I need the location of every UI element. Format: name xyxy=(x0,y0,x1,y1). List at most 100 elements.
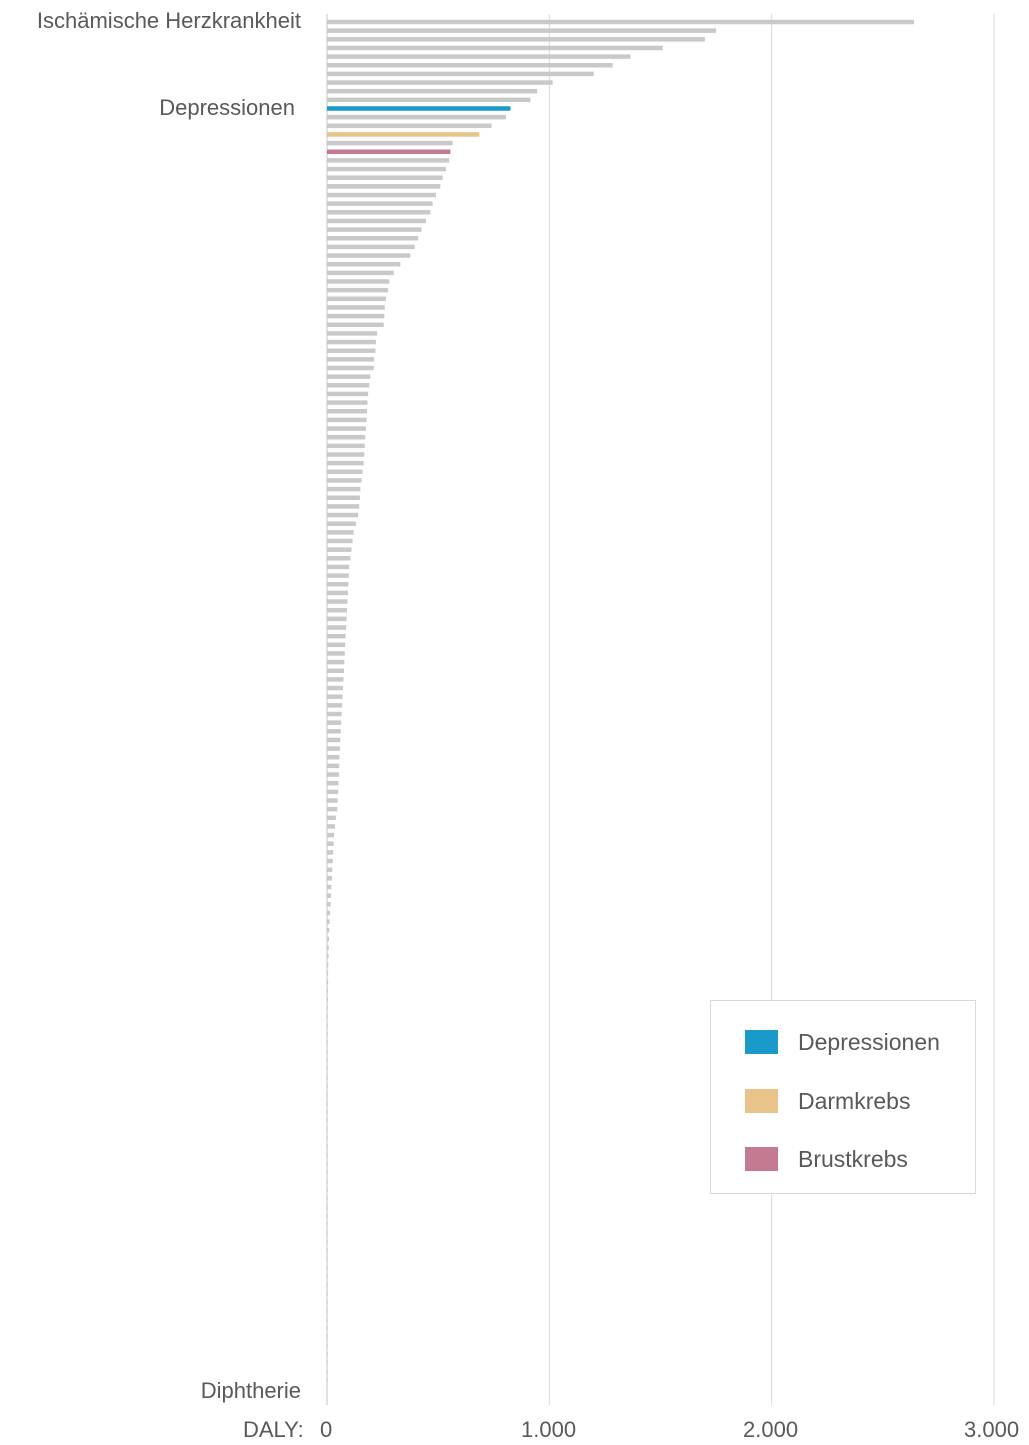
bar-53 xyxy=(327,478,362,483)
bar-147 xyxy=(327,1291,328,1296)
bar-14 xyxy=(327,140,453,146)
bar-128 xyxy=(327,1126,328,1132)
bar-73 xyxy=(327,651,345,656)
bar-130 xyxy=(327,1144,328,1149)
bar-38 xyxy=(327,348,376,353)
bar-123 xyxy=(327,1083,328,1089)
bar-35 xyxy=(327,322,384,327)
bar-107 xyxy=(327,945,329,950)
bar-54 xyxy=(327,486,361,492)
bar-37 xyxy=(327,339,376,345)
legend-label-depressionen: Depressionen xyxy=(798,1028,940,1055)
bar-5 xyxy=(327,63,613,68)
x-axis-title: DALY: xyxy=(243,1417,304,1442)
bar-70 xyxy=(327,625,347,630)
bar-82 xyxy=(327,729,341,734)
bar-65 xyxy=(327,582,349,587)
bar-66 xyxy=(327,590,348,596)
bar-9 xyxy=(327,97,531,103)
legend-item-depressionen: Depressionen xyxy=(745,1027,940,1057)
bar-31 xyxy=(327,287,389,293)
bar-49 xyxy=(327,443,365,449)
bar-98 xyxy=(327,867,333,872)
bar-40 xyxy=(327,365,374,371)
bar-108 xyxy=(327,953,329,959)
bar-92 xyxy=(327,815,336,821)
bar-95 xyxy=(327,841,334,846)
bar-58 xyxy=(327,521,356,526)
bar-18 xyxy=(327,175,443,180)
bar-146 xyxy=(327,1282,328,1288)
bar-64 xyxy=(327,573,349,578)
legend-label-brustkrebs: Brustkrebs xyxy=(798,1145,908,1172)
bars xyxy=(327,19,914,1383)
bar-140 xyxy=(327,1230,328,1236)
bar-20 xyxy=(327,192,436,198)
legend-label-darmkrebs: Darmkrebs xyxy=(798,1087,911,1114)
bar-143 xyxy=(327,1256,328,1262)
bar-45 xyxy=(327,409,368,414)
bar-115 xyxy=(327,1014,328,1019)
bar-113 xyxy=(327,997,328,1002)
bar-11 xyxy=(327,114,506,120)
bar-41 xyxy=(327,374,371,379)
bar-24 xyxy=(327,227,422,232)
bar-22 xyxy=(327,210,431,215)
bar-59 xyxy=(327,530,354,535)
bar-94 xyxy=(327,832,335,838)
x-tick-label-0: 0 xyxy=(320,1417,333,1442)
bar-42 xyxy=(327,383,370,388)
bar-71 xyxy=(327,633,346,639)
bar-3 xyxy=(327,45,663,51)
x-tick-label-1000: 1.000 xyxy=(521,1417,577,1442)
bar-6 xyxy=(327,71,594,77)
bar-88 xyxy=(327,780,339,786)
bar-63 xyxy=(327,564,350,570)
bar-112 xyxy=(327,988,328,994)
bar-2 xyxy=(327,37,705,42)
bar-145 xyxy=(327,1274,328,1279)
bar-4 xyxy=(327,54,631,59)
bar-127 xyxy=(327,1118,328,1123)
bar-124 xyxy=(327,1092,328,1097)
bar-154 xyxy=(327,1351,328,1357)
bar-120 xyxy=(327,1057,328,1063)
legend-swatch-brustkrebs xyxy=(745,1147,778,1171)
bar-116 xyxy=(327,1023,328,1028)
bar-132 xyxy=(327,1161,328,1167)
bar-52 xyxy=(327,469,363,475)
bar-brustkrebs xyxy=(327,149,451,154)
bar-122 xyxy=(327,1075,328,1080)
bar-46 xyxy=(327,417,367,423)
bar-109 xyxy=(327,962,329,968)
bar-68 xyxy=(327,607,348,613)
bar-125 xyxy=(327,1101,328,1106)
bar-129 xyxy=(327,1135,328,1141)
bar-101 xyxy=(327,893,332,898)
bar-28 xyxy=(327,261,401,267)
bar-23 xyxy=(327,218,426,224)
bar-90 xyxy=(327,798,338,803)
bar-134 xyxy=(327,1178,328,1184)
category-label-last: Diphtherie xyxy=(200,1378,301,1403)
bar-62 xyxy=(327,556,351,561)
bar-7 xyxy=(327,80,553,85)
bar-17 xyxy=(327,166,446,172)
bar-148 xyxy=(327,1299,328,1305)
bar-72 xyxy=(327,642,346,648)
bar-19 xyxy=(327,184,441,189)
bar-111 xyxy=(327,979,329,985)
bar-32 xyxy=(327,296,386,302)
bar-34 xyxy=(327,313,385,319)
bar-21 xyxy=(327,201,433,206)
bar-142 xyxy=(327,1248,328,1253)
bar-81 xyxy=(327,720,342,725)
bar-106 xyxy=(327,936,330,942)
bar-77 xyxy=(327,685,344,691)
bar-155 xyxy=(327,1360,328,1365)
bar-150 xyxy=(327,1317,328,1322)
bar-102 xyxy=(327,902,331,907)
x-tick-label-2000: 2.000 xyxy=(743,1417,799,1442)
bar-118 xyxy=(327,1040,328,1045)
